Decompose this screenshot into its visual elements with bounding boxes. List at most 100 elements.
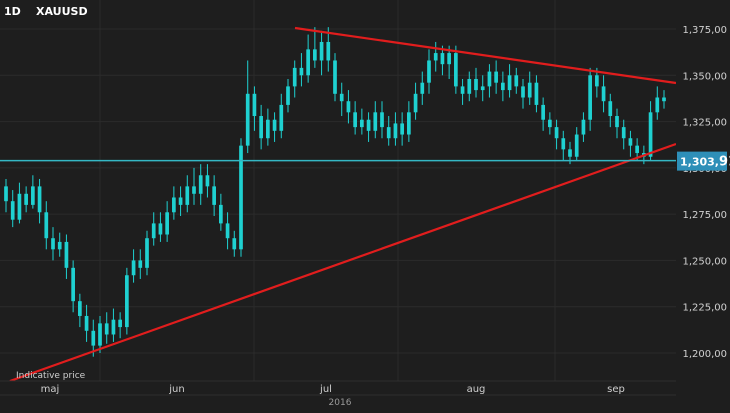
candle [339, 82, 344, 117]
candle [433, 41, 438, 72]
candle [78, 293, 82, 328]
x-month-label: jul [319, 384, 332, 395]
candle [319, 30, 324, 76]
candle [561, 130, 566, 161]
candle [212, 175, 216, 216]
candle [534, 75, 539, 113]
candle [521, 78, 525, 109]
x-month-label: sep [607, 384, 625, 395]
support-trendline [9, 142, 677, 383]
candle [480, 75, 485, 102]
candle [407, 101, 411, 142]
candle [400, 112, 404, 146]
current-price-tag: 1,303,91 [677, 151, 730, 171]
candle [172, 186, 176, 220]
candle [440, 45, 445, 76]
candle [71, 260, 75, 313]
current-price-label: 1,303,91 [680, 155, 730, 170]
candle [588, 67, 592, 131]
candle [178, 186, 183, 216]
candle [662, 90, 666, 109]
candle [125, 267, 129, 335]
candle [527, 71, 532, 105]
candle [145, 230, 149, 276]
candle [24, 186, 28, 213]
candle [165, 201, 169, 242]
candle [548, 112, 552, 135]
candle [413, 82, 418, 120]
candle [10, 190, 15, 228]
candle [118, 312, 122, 339]
y-tick-label: 1,275,00 [682, 210, 727, 221]
candle [333, 53, 337, 102]
candle [628, 130, 633, 157]
candle [313, 27, 317, 68]
candle [158, 212, 163, 242]
trendlines [9, 26, 677, 383]
candle [245, 60, 250, 154]
candle [98, 315, 102, 353]
candle [608, 93, 613, 128]
y-tick-label: 1,325,00 [682, 118, 727, 129]
candle [37, 178, 42, 224]
candle [292, 60, 297, 98]
candle [198, 164, 203, 205]
candle [192, 167, 196, 205]
candle [57, 232, 62, 257]
candle [44, 201, 49, 250]
candle [460, 78, 465, 105]
candle [655, 86, 660, 120]
candle [272, 112, 277, 142]
x-month-label: aug [467, 384, 486, 395]
year-label: 2016 [329, 398, 352, 408]
candle [648, 101, 653, 161]
candle [366, 112, 371, 142]
candle [279, 93, 284, 139]
candle [420, 71, 425, 105]
candle [259, 104, 263, 150]
candle [467, 71, 472, 102]
candle [306, 34, 310, 83]
candle [111, 308, 116, 342]
resistance-trendline [294, 26, 677, 85]
candle [514, 67, 519, 94]
timeframe-label[interactable]: 1D [4, 5, 21, 18]
candle [360, 108, 364, 135]
candle [507, 64, 512, 98]
candle [621, 119, 626, 150]
candle [64, 234, 69, 279]
candle [501, 71, 505, 102]
candles [4, 27, 666, 357]
candle [205, 164, 210, 198]
candle [541, 97, 545, 131]
candle [4, 178, 8, 213]
candle [494, 60, 498, 94]
candle [393, 112, 398, 146]
candle [286, 78, 290, 113]
candle [299, 53, 304, 87]
candle [574, 127, 579, 161]
y-tick-label: 1,350,00 [682, 71, 727, 82]
candle [138, 249, 143, 279]
candle [581, 112, 586, 142]
symbol-label[interactable]: XAUUSD [36, 5, 88, 18]
y-tick-label: 1,375,00 [682, 25, 727, 36]
time-axis-labels: maj jun jul aug sep [41, 384, 625, 395]
indicative-price-note: Indicative price [16, 371, 86, 381]
candle [239, 138, 243, 257]
candle [266, 108, 270, 146]
candle [104, 312, 109, 344]
candle [51, 227, 55, 261]
candle [487, 64, 492, 98]
candle [595, 67, 599, 98]
price-axis [676, 0, 730, 409]
candle [353, 101, 357, 135]
candle [380, 101, 384, 139]
candle [84, 304, 89, 342]
candle [427, 49, 431, 94]
candle [326, 27, 331, 72]
candle [185, 175, 190, 213]
